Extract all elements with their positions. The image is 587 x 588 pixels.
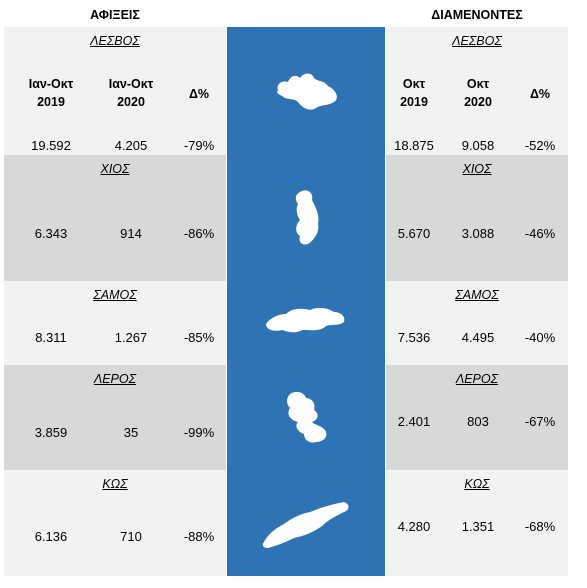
arrivals-column-header: Ιαν-Οκτ 2019 <box>11 75 91 111</box>
overnight-row-band <box>386 155 568 281</box>
arrivals-row-band <box>4 27 226 155</box>
arrivals-row-band <box>4 155 226 281</box>
overnight-value: 4.495 <box>461 330 495 345</box>
arrivals-value: 3.859 <box>34 425 68 440</box>
arrivals-column-header-line: Ιαν-Οκτ <box>28 77 74 91</box>
arrivals-column-header: Ιαν-Οκτ 2020 <box>91 75 171 111</box>
overnight-column-header-line: 2019 <box>400 95 428 109</box>
arrivals-value: -79% <box>183 138 215 153</box>
overnight-value: 803 <box>467 414 489 429</box>
arrivals-value: 1.267 <box>114 330 148 345</box>
arrivals-value: 35 <box>123 425 139 440</box>
arrivals-value: 6.136 <box>34 529 68 544</box>
arrivals-row-band <box>4 281 226 365</box>
overnight-value: 2.401 <box>397 414 431 429</box>
arrivals-value: 914 <box>120 226 142 241</box>
overnight-island-name: ΣΑΜΟΣ <box>455 288 499 302</box>
overnight-column-header-line: Οκτ <box>466 77 490 91</box>
arrivals-island-name: ΧΙΟΣ <box>100 162 130 176</box>
arrivals-value: -99% <box>183 425 215 440</box>
arrivals-value: 710 <box>120 529 142 544</box>
arrivals-column-header: Δ% <box>159 85 239 103</box>
arrivals-value: -88% <box>183 529 215 544</box>
arrivals-column-header-line: Δ% <box>188 87 210 101</box>
arrivals-island-name: ΛΕΡΟΣ <box>93 372 137 386</box>
islands-map-panel <box>227 27 385 576</box>
overnight-value: -40% <box>524 330 556 345</box>
overnight-column-header-line: Οκτ <box>402 77 426 91</box>
arrivals-row-band <box>4 365 226 470</box>
arrivals-row-band <box>4 470 226 576</box>
overnight-value: 4.280 <box>397 519 431 534</box>
arrivals-column-header-line: Ιαν-Οκτ <box>108 77 154 91</box>
overnight-header: ΔΙΑΜΕΝΟΝΤΕΣ <box>431 8 523 22</box>
overnight-value: 3.088 <box>461 226 495 241</box>
overnight-value: -68% <box>524 519 556 534</box>
overnight-row-band <box>386 281 568 365</box>
arrivals-island-name: ΣΑΜΟΣ <box>93 288 137 302</box>
overnight-value: -67% <box>524 414 556 429</box>
overnight-row-band <box>386 470 568 576</box>
overnight-value: -46% <box>524 226 556 241</box>
overnight-column-header: Δ% <box>500 85 580 103</box>
arrivals-value: 4.205 <box>114 138 148 153</box>
arrivals-value: 6.343 <box>34 226 68 241</box>
overnight-column-header: Οκτ 2020 <box>438 75 518 111</box>
overnight-value: 9.058 <box>461 138 495 153</box>
overnight-value: 7.536 <box>397 330 431 345</box>
arrivals-island-name: ΛΕΣΒΟΣ <box>90 34 140 48</box>
overnight-row-band <box>386 27 568 155</box>
overnight-value: 18.875 <box>394 138 434 153</box>
overnight-island-name: ΧΙΟΣ <box>462 162 492 176</box>
overnight-island-name: ΛΕΣΒΟΣ <box>452 34 502 48</box>
overnight-column-header-line: Δ% <box>529 87 551 101</box>
overnight-value: 5.670 <box>397 226 431 241</box>
overnight-row-band <box>386 365 568 470</box>
arrivals-value: -86% <box>183 226 215 241</box>
overnight-value: -52% <box>524 138 556 153</box>
arrivals-column-header-line: 2020 <box>117 95 145 109</box>
arrivals-value: 8.311 <box>35 330 67 345</box>
arrivals-column-header-line: 2019 <box>37 95 65 109</box>
arrivals-header: ΑΦΙΞΕΙΣ <box>90 8 140 22</box>
overnight-island-name: ΚΩΣ <box>464 477 490 491</box>
overnight-value: 1.351 <box>461 519 495 534</box>
arrivals-value: -85% <box>183 330 215 345</box>
arrivals-island-name: ΚΩΣ <box>102 477 128 491</box>
arrivals-value: 19.592 <box>31 138 71 153</box>
overnight-column-header: Οκτ 2019 <box>374 75 454 111</box>
overnight-island-name: ΛΕΡΟΣ <box>455 372 499 386</box>
overnight-column-header-line: 2020 <box>464 95 492 109</box>
